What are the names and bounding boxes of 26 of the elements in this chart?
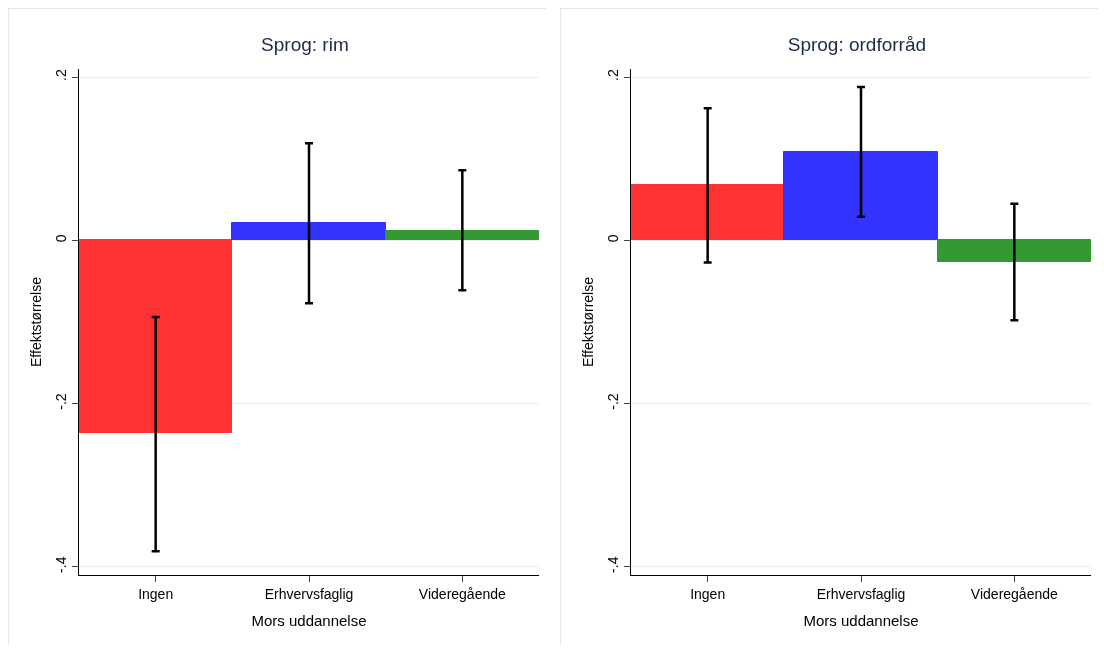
y-tick-label: .2 xyxy=(605,69,622,81)
y-tick-label: 0 xyxy=(53,234,70,243)
bar xyxy=(385,230,539,240)
x-tick-label: Videregående xyxy=(418,585,507,602)
y-tick-label: .2 xyxy=(53,69,70,81)
x-tick-label: Ingen xyxy=(690,585,726,602)
bar xyxy=(79,239,232,433)
y-tick-label: 0 xyxy=(605,234,622,243)
y-tick-label: -.4 xyxy=(605,556,622,573)
y-axis-title: Effektstørrelse xyxy=(28,276,44,367)
x-tick-label: Erhvervsfaglig xyxy=(264,585,354,602)
bar xyxy=(937,239,1091,262)
x-axis-title: Mors uddannelse xyxy=(251,611,367,629)
x-axis-title: Mors uddannelse xyxy=(803,611,919,629)
bar xyxy=(631,184,784,240)
y-tick-label: -.2 xyxy=(605,393,622,410)
y-tick-label: -.4 xyxy=(53,556,70,573)
bar xyxy=(783,151,938,240)
x-tick-label: Erhvervsfaglig xyxy=(816,585,906,602)
chart-title: Sprog: rim xyxy=(261,33,349,55)
bar xyxy=(231,222,386,240)
x-tick-label: Videregående xyxy=(970,585,1059,602)
y-axis-title: Effektstørrelse xyxy=(580,276,596,367)
chart-title: Sprog: ordforråd xyxy=(787,33,927,55)
x-tick-label: Ingen xyxy=(138,585,174,602)
y-tick-label: -.2 xyxy=(53,393,70,410)
